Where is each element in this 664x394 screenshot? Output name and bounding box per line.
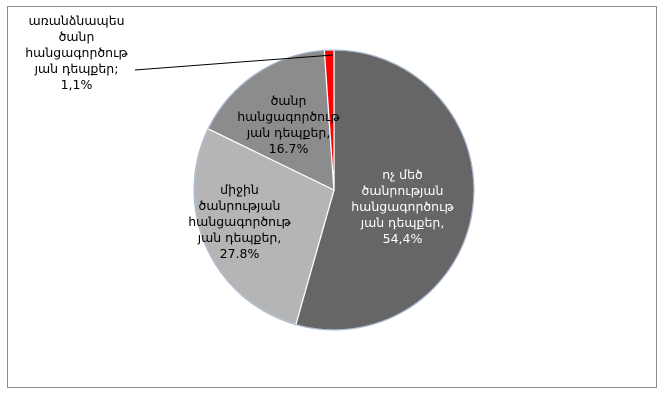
slice-label-medium: միջին ծանրության հանցագործութ յան դեպքեր… bbox=[188, 182, 291, 261]
slice-label-especially-serious: առանձնապես ծանր հանցագործութ յան դեպքեր;… bbox=[25, 13, 128, 92]
slice-label-serious: ծանր հանցագործութ յան դեպքեր, 16.7% bbox=[237, 93, 340, 156]
pie-outline bbox=[193, 49, 475, 331]
slice-label-not-serious: ոչ մեծ ծանրության հանցագործութ յան դեպքե… bbox=[351, 167, 454, 246]
leader-line bbox=[134, 54, 334, 71]
